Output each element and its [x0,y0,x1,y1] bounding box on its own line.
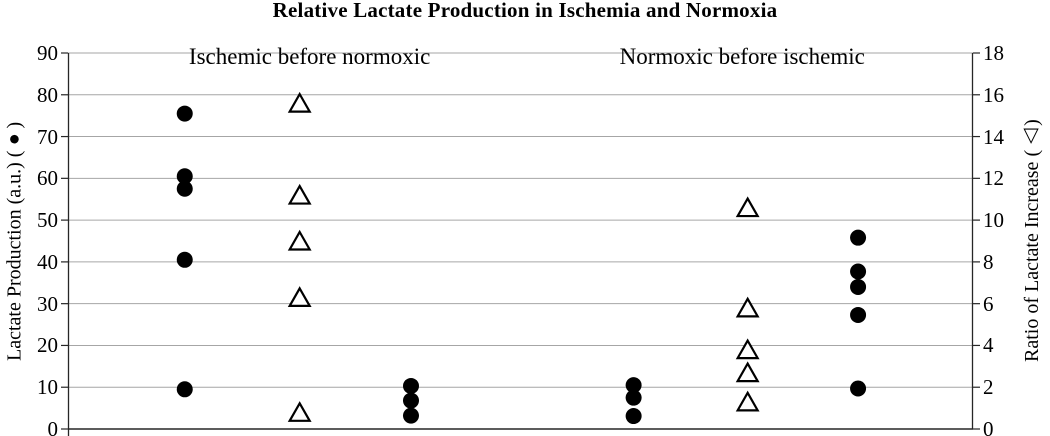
left-axis-title: Lactate Production (a.u.) (●) [3,121,26,361]
data-point-triangle [287,286,312,307]
right-axis-tick: 2 [983,375,994,400]
left-axis-tick: 0 [47,417,59,436]
data-point-circle [176,105,193,122]
left-axis-tick: 80 [37,82,58,107]
data-point-triangle [735,390,760,412]
data-point-circle [402,392,419,409]
left-axis-tick: 90 [37,41,58,65]
data-point-circle [402,377,419,394]
data-point-triangle [287,91,312,113]
annotation-label: Ischemic before normoxic [188,44,431,69]
data-point-triangle [735,296,760,318]
data-point-triangle [735,338,760,360]
right-axis-tick: 12 [983,166,1004,191]
data-point-circle [850,229,867,246]
right-axis-title: Ratio of Lactate Increase (△) [1021,119,1043,363]
data-point-circle [176,251,193,268]
data-point-circle [850,263,867,280]
data-point-circle [625,377,642,394]
data-point-triangle [735,196,760,218]
left-axis-tick: 10 [37,375,58,400]
left-axis-tick: 40 [37,249,58,274]
data-point-triangle [735,361,760,383]
left-axis-tick: 60 [37,166,58,191]
right-axis-tick: 18 [983,41,1004,65]
right-axis-tick: 0 [983,417,994,436]
right-axis-tick: 6 [983,291,994,316]
right-axis-tick: 4 [983,333,994,358]
data-point-circle [625,408,642,425]
data-point-circle [850,380,867,397]
right-axis-tick: 8 [983,249,994,274]
right-axis-tick: 16 [983,82,1004,107]
right-axis-tick: 10 [983,208,1004,233]
data-point-circle [850,278,867,295]
data-point-circle [850,306,867,323]
data-point-triangle [287,229,312,251]
data-point-triangle [287,401,312,422]
annotation-label: Normoxic before ischemic [619,44,865,69]
plot-area [61,52,980,436]
left-axis-tick: 20 [37,333,58,358]
chart-title: Relative Lactate Production in Ischemia … [272,0,778,22]
right-axis-tick: 14 [983,124,1004,149]
left-axis-tick: 50 [37,208,58,233]
data-point-circle [176,180,193,197]
data-point-circle [176,168,193,185]
left-axis-tick: 70 [37,124,58,149]
left-axis-tick: 30 [37,291,58,316]
data-point-circle [176,381,193,398]
data-point-circle [625,389,642,406]
data-point-triangle [287,183,312,205]
data-point-circle [402,407,419,424]
